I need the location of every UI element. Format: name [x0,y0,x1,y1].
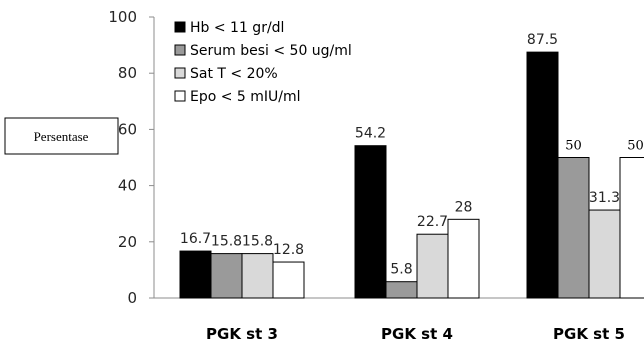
y-axis-label: Persentase [34,129,89,144]
bar [416,233,449,299]
data-labels: 16.7 15.8 15.812.854.25.822.72887.55031.35… [180,32,644,278]
x-category-label: PGK st 4 [381,325,453,343]
legend: Hb < 11 gr/dl Serum besi < 50 ug/ml Sat … [174,20,352,105]
y-tick-label: 20 [118,233,137,251]
bar [447,218,480,299]
bars [179,51,644,299]
bar [272,261,305,299]
data-label: 50 [565,139,582,154]
y-tick-label: 60 [118,120,137,138]
bar [526,51,559,299]
legend-label-epo: Epo < 5 mIU/ml [190,89,301,105]
data-label: 31.3 [589,190,620,206]
bar [354,145,387,299]
data-label: 5.8 [390,262,412,278]
bar [619,157,644,299]
data-label: 28 [455,199,473,215]
data-label: 50 [627,139,644,154]
bar [241,253,274,299]
y-tick-label: 80 [118,64,137,82]
data-label: 16.7 [180,231,211,247]
legend-label-sat-t: Sat T < 20% [190,66,278,82]
y-tick-label: 100 [108,8,137,26]
bar [210,253,243,299]
y-ticks: 0 20 40 60 80 100 [108,8,154,307]
bar [557,157,590,299]
data-label: 22.7 [417,214,448,230]
data-label: 12.8 [273,242,304,258]
data-label: 54.2 [355,126,386,142]
legend-label-hb: Hb < 11 gr/dl [190,20,284,36]
y-axis-label-frame [4,117,119,155]
data-label: 87.5 [527,32,558,48]
y-tick-label: 0 [127,289,137,307]
legend-swatch-epo [174,90,186,102]
data-label: 15.8 [242,234,273,250]
bar [179,250,212,299]
data-label: 15.8 [211,234,242,250]
legend-label-serum-besi: Serum besi < 50 ug/ml [190,43,352,59]
x-category-label: PGK st 5 [553,325,625,343]
y-tick-label: 40 [118,177,137,195]
y-axis-label-box: Persentase [4,117,119,155]
legend-swatch-hb [174,21,186,33]
bar [588,209,621,299]
legend-swatch-sat-t [174,67,186,79]
category-labels: PGK st 3 PGK st 4 PGK st 5 [206,325,625,343]
x-category-label: PGK st 3 [206,325,278,343]
bar [385,281,418,299]
legend-swatch-serum-besi [174,44,186,56]
